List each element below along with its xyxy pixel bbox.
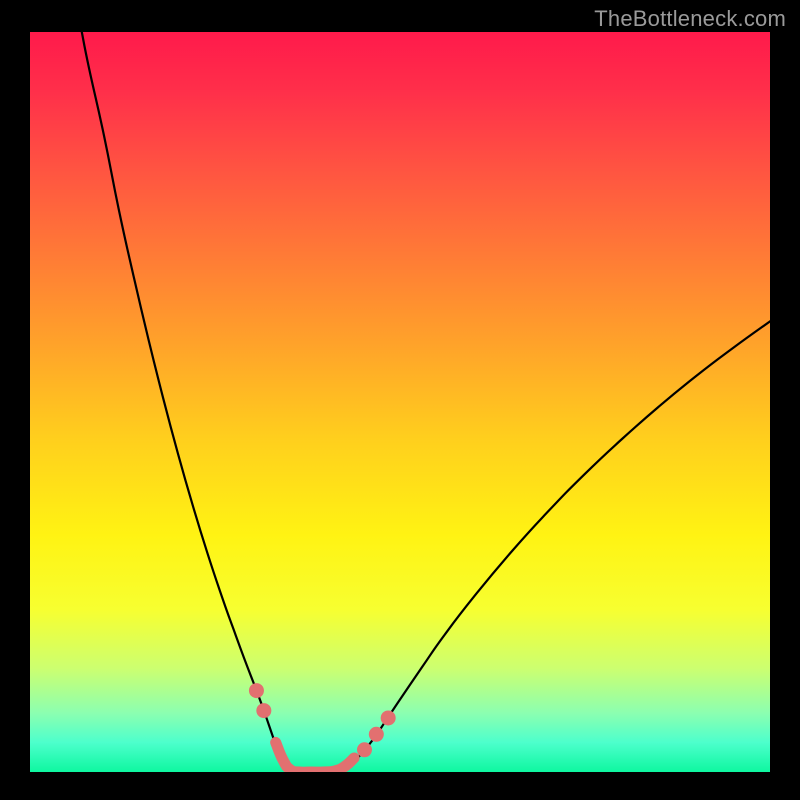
right-dot-c	[381, 710, 396, 725]
left-branch	[82, 32, 297, 772]
valley-overlay	[276, 742, 354, 772]
right-dot-b	[369, 727, 384, 742]
watermark-text: TheBottleneck.com	[594, 6, 786, 32]
right-dot-a	[357, 742, 372, 757]
right-branch	[296, 321, 770, 772]
left-dot-lower	[256, 703, 271, 718]
left-dot-upper	[249, 683, 264, 698]
curve-layer	[30, 32, 770, 772]
plot-area	[30, 32, 770, 772]
